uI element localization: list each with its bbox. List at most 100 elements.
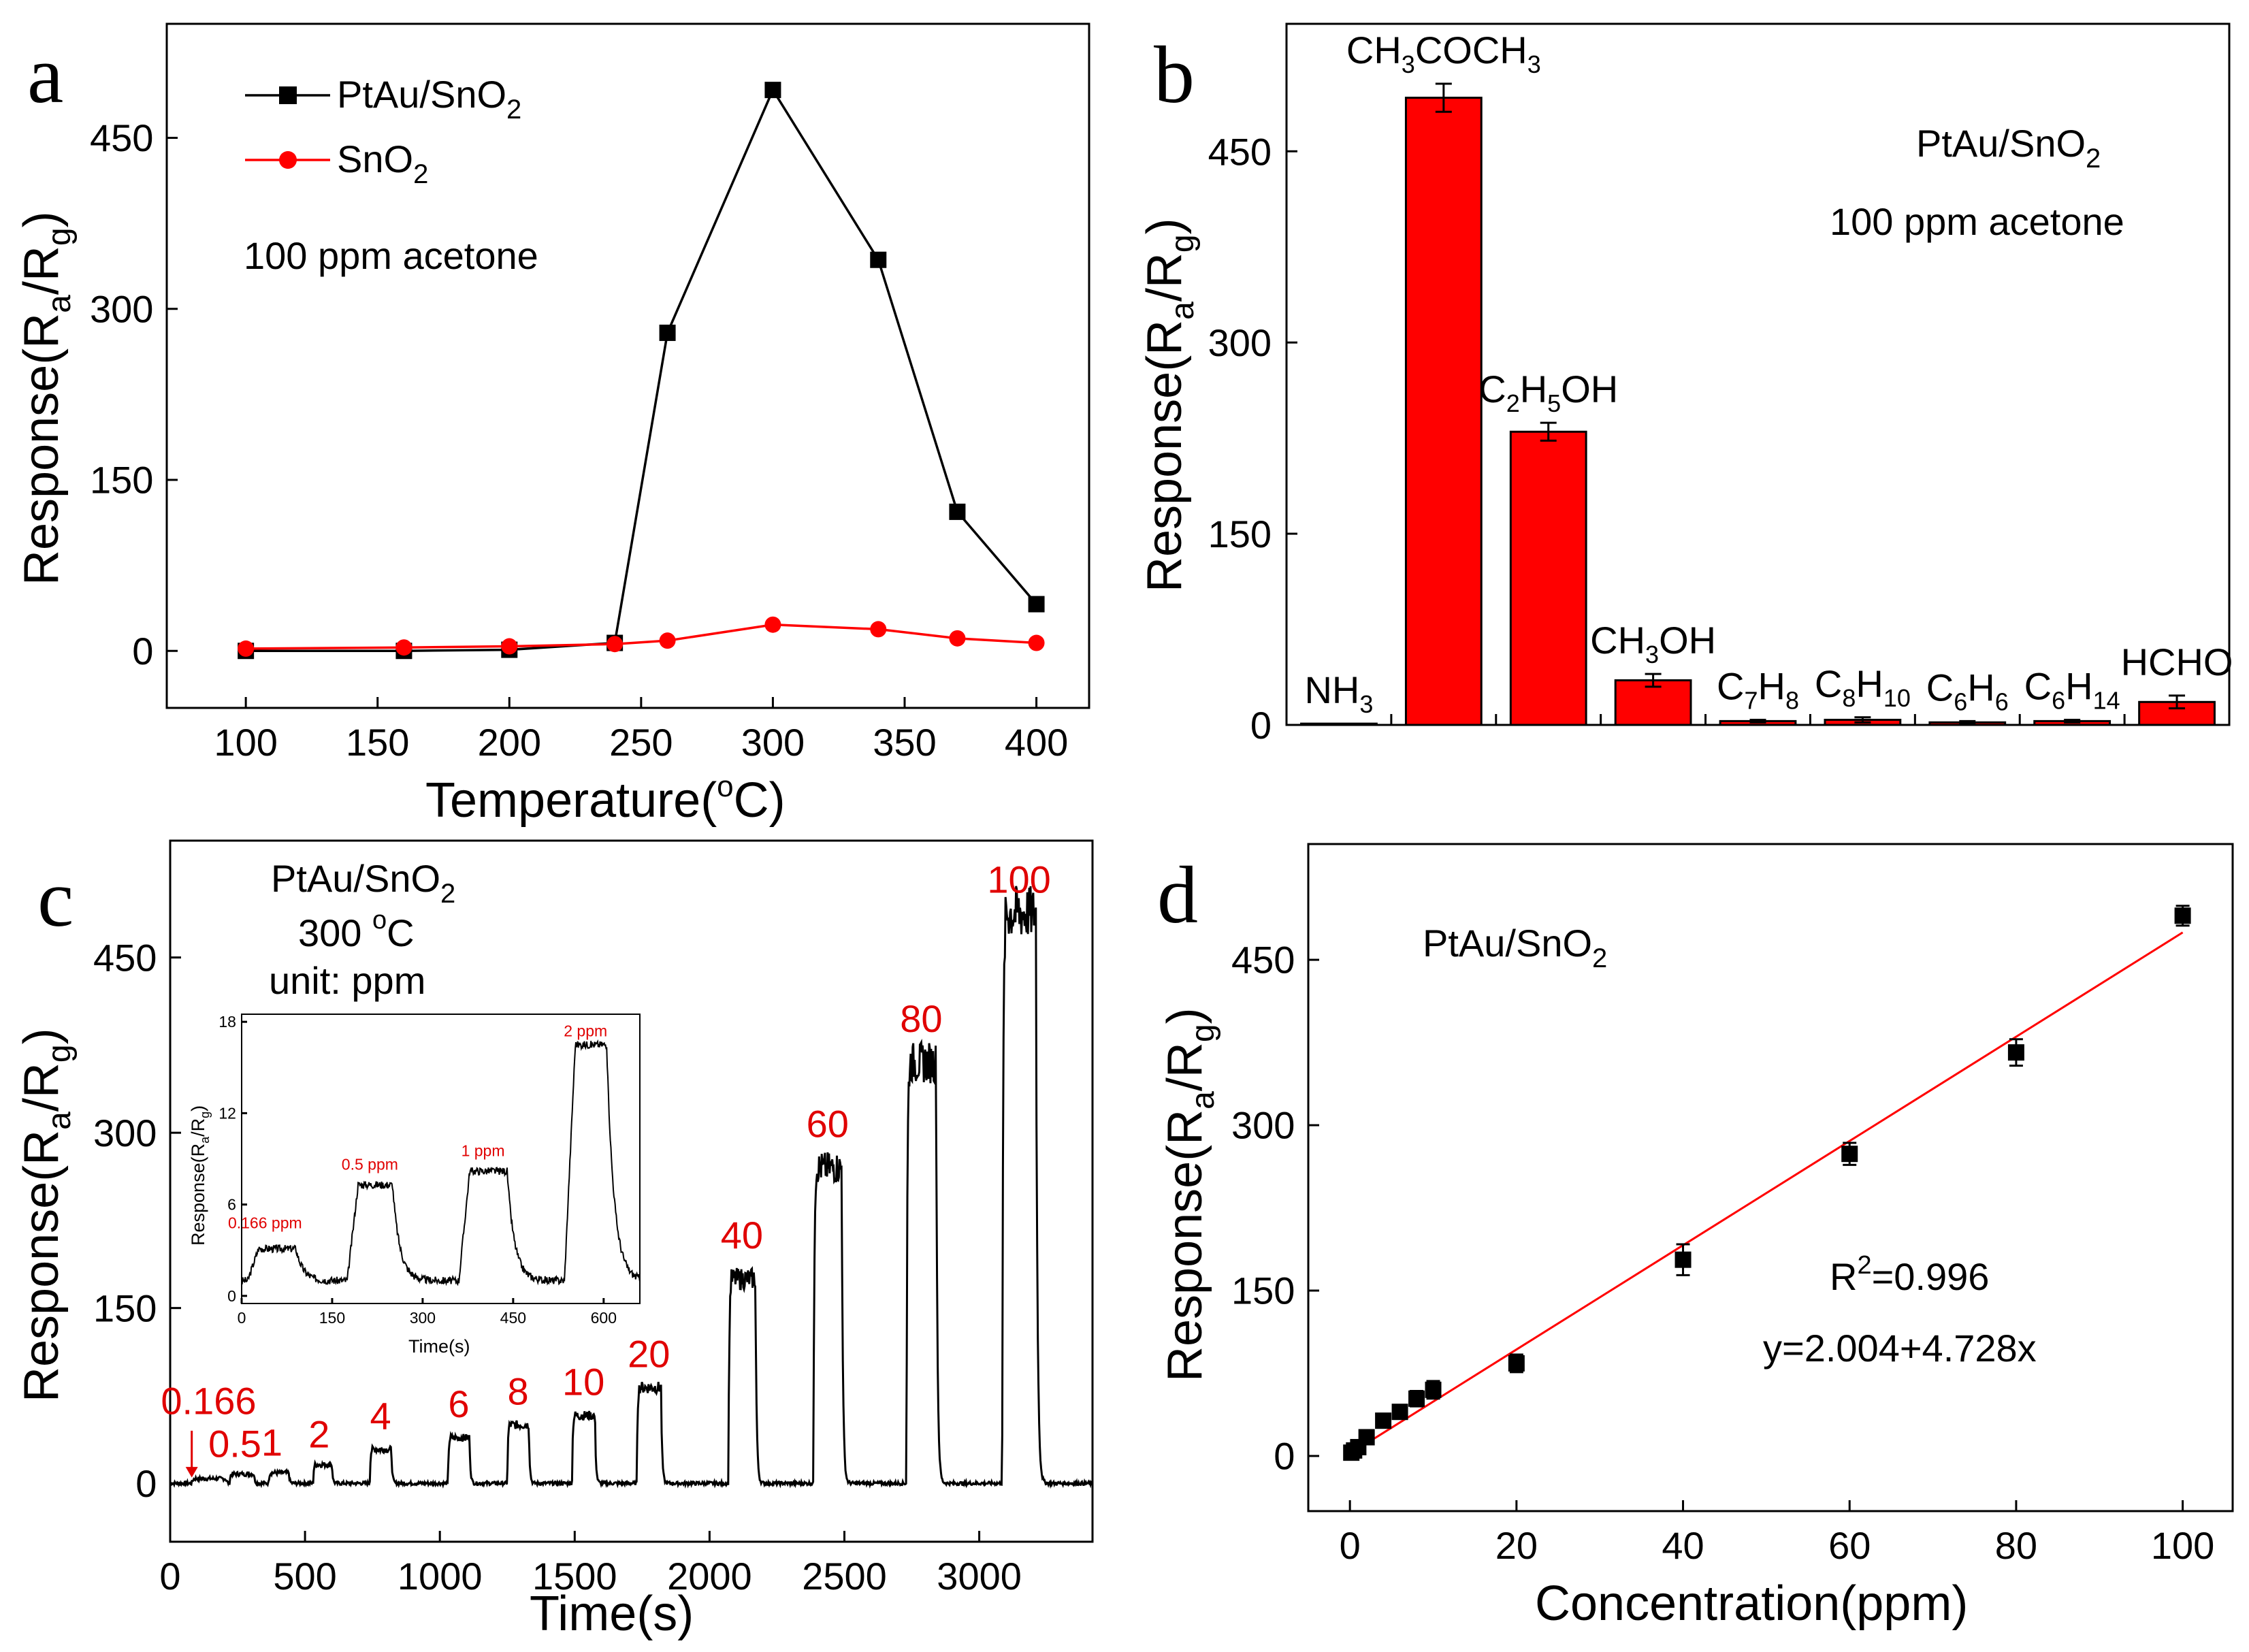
legend-label-sno2: SnO2 bbox=[337, 137, 428, 189]
bar-ch3oh bbox=[1614, 679, 1692, 726]
pulse-label: 6 bbox=[448, 1382, 469, 1425]
pulse-label: 80 bbox=[900, 997, 942, 1040]
r-squared: R2=0.996 bbox=[1830, 1251, 1989, 1298]
pulse-label: 10 bbox=[562, 1361, 604, 1404]
arrow-head bbox=[185, 1467, 198, 1478]
bar-label-hcho: HCHO bbox=[2121, 641, 2233, 683]
panel-label-c: c bbox=[37, 853, 74, 943]
xlabel-c: Time(s) bbox=[530, 1587, 694, 1641]
bar-label-c8h10: C8H10 bbox=[1815, 662, 1911, 712]
bar-label-c6h14: C6H14 bbox=[2024, 665, 2120, 715]
x-tick-label: 250 bbox=[609, 721, 673, 764]
panel-a: a 100 150 200 250 300 350 400 0 150 300 450 PtAu/S… bbox=[14, 22, 1090, 828]
data-point-sno2 bbox=[606, 636, 624, 653]
y-tick-label: 150 bbox=[90, 459, 153, 502]
y-tick-label: 300 bbox=[93, 1112, 157, 1154]
data-point bbox=[1375, 1412, 1392, 1429]
pulse-label: 0.5 bbox=[208, 1422, 261, 1465]
bar-ch3coch3 bbox=[1404, 97, 1483, 726]
y-tick-label: 150 bbox=[93, 1286, 157, 1329]
data-point-ptau-sno2 bbox=[1028, 596, 1045, 613]
data-point bbox=[1841, 1146, 1858, 1163]
data-point-sno2 bbox=[870, 621, 887, 638]
legend-marker-ptau bbox=[279, 86, 297, 104]
bar-label-ch3oh: CH3OH bbox=[1590, 619, 1716, 668]
x-tick-label: 300 bbox=[410, 1309, 436, 1327]
pulse-label: 0.166 bbox=[161, 1379, 256, 1422]
inset-xlabel: Time(s) bbox=[408, 1336, 470, 1357]
x-tick-label: 450 bbox=[500, 1309, 526, 1327]
x-tick-label: 2000 bbox=[667, 1555, 752, 1598]
x-tick-label: 600 bbox=[591, 1309, 617, 1327]
panel-d: d 0 20 40 60 80 100 0 150 300 450 PtAu/SnO2 R2=0.… bbox=[1157, 843, 2234, 1631]
y-tick-label: 12 bbox=[219, 1104, 236, 1122]
x-tick-label: 1500 bbox=[532, 1555, 617, 1598]
annotation-c-line1: PtAu/SnO2 bbox=[271, 857, 455, 909]
inset-response-curve bbox=[241, 1039, 641, 1286]
inset-pulse-label: 2 ppm bbox=[564, 1022, 607, 1040]
panel-label-d: d bbox=[1157, 849, 1198, 940]
pulse-label: 40 bbox=[721, 1214, 763, 1257]
data-point bbox=[1674, 1251, 1692, 1268]
inset-pulse-label: 0.166 ppm bbox=[228, 1214, 302, 1231]
data-point-sno2 bbox=[659, 632, 676, 649]
x-tick-label: 2500 bbox=[802, 1555, 887, 1598]
pulse-label: 20 bbox=[628, 1332, 670, 1375]
bar-label-ch3coch3: CH3COCH3 bbox=[1346, 29, 1541, 78]
bar-c2h5oh bbox=[1509, 430, 1587, 726]
x-tick-label: 100 bbox=[2151, 1524, 2214, 1567]
x-tick-label: 400 bbox=[1005, 721, 1068, 764]
title-b: PtAu/SnO2 bbox=[1916, 122, 2101, 174]
x-tick-label: 3000 bbox=[937, 1555, 1022, 1598]
annotation-b: 100 ppm acetone bbox=[1830, 200, 2124, 243]
data-point-ptau-sno2 bbox=[659, 324, 676, 341]
y-tick-label: 150 bbox=[1208, 513, 1272, 555]
pulse-label: 4 bbox=[370, 1394, 391, 1437]
pulse-label: 8 bbox=[508, 1370, 529, 1412]
y-tick-label: 450 bbox=[93, 936, 157, 979]
panel-d-frame bbox=[1307, 843, 2234, 1512]
inset-pulse-label: 1 ppm bbox=[462, 1141, 505, 1159]
x-tick-label: 200 bbox=[478, 721, 541, 764]
data-point bbox=[1425, 1381, 1442, 1398]
bar-label-c7h8: C7H8 bbox=[1717, 665, 1799, 715]
panel-label-b: b bbox=[1154, 29, 1195, 120]
y-tick-label: 0 bbox=[1274, 1435, 1295, 1478]
y-tick-label: 450 bbox=[1208, 130, 1272, 173]
x-tick-label: 150 bbox=[346, 721, 409, 764]
legend-label-ptau: PtAu/SnO2 bbox=[337, 73, 521, 125]
x-tick-label: 40 bbox=[1662, 1524, 1704, 1567]
y-tick-label: 0 bbox=[135, 1462, 157, 1505]
data-point bbox=[1391, 1404, 1408, 1421]
data-point-sno2 bbox=[949, 630, 966, 647]
data-point bbox=[1358, 1429, 1375, 1446]
bar-label-c2h5oh: C2H5OH bbox=[1478, 368, 1618, 417]
ylabel-d: Response(Ra/Rg) bbox=[1158, 1007, 1221, 1382]
x-tick-label: 150 bbox=[319, 1309, 345, 1327]
panel-c-frame bbox=[169, 839, 1094, 1543]
panel-a-frame bbox=[165, 22, 1090, 709]
x-tick-label: 350 bbox=[873, 721, 936, 764]
data-point bbox=[1408, 1390, 1425, 1407]
data-point bbox=[2174, 907, 2191, 924]
y-tick-label: 450 bbox=[1231, 939, 1295, 982]
y-tick-label: 0 bbox=[132, 630, 153, 673]
pulse-label: 60 bbox=[807, 1103, 849, 1146]
data-point-sno2 bbox=[1028, 634, 1045, 651]
data-point bbox=[2007, 1044, 2024, 1061]
x-tick-label: 0 bbox=[1340, 1524, 1361, 1567]
x-tick-label: 80 bbox=[1995, 1524, 2037, 1567]
data-point-ptau-sno2 bbox=[764, 82, 781, 99]
series-line-sno2 bbox=[246, 623, 1037, 650]
annotation-c-line3: unit: ppm bbox=[269, 959, 425, 1002]
panel-label-a: a bbox=[27, 29, 63, 120]
data-point-ptau-sno2 bbox=[949, 503, 966, 520]
response-curve bbox=[169, 886, 1094, 1489]
y-tick-label: 300 bbox=[90, 287, 153, 330]
data-point bbox=[1508, 1355, 1525, 1372]
inset-frame bbox=[241, 1014, 641, 1304]
bar-label-c6h6: C6H6 bbox=[1926, 666, 2009, 715]
fit-line bbox=[1349, 931, 2184, 1455]
pulse-label: 2 bbox=[308, 1413, 329, 1456]
